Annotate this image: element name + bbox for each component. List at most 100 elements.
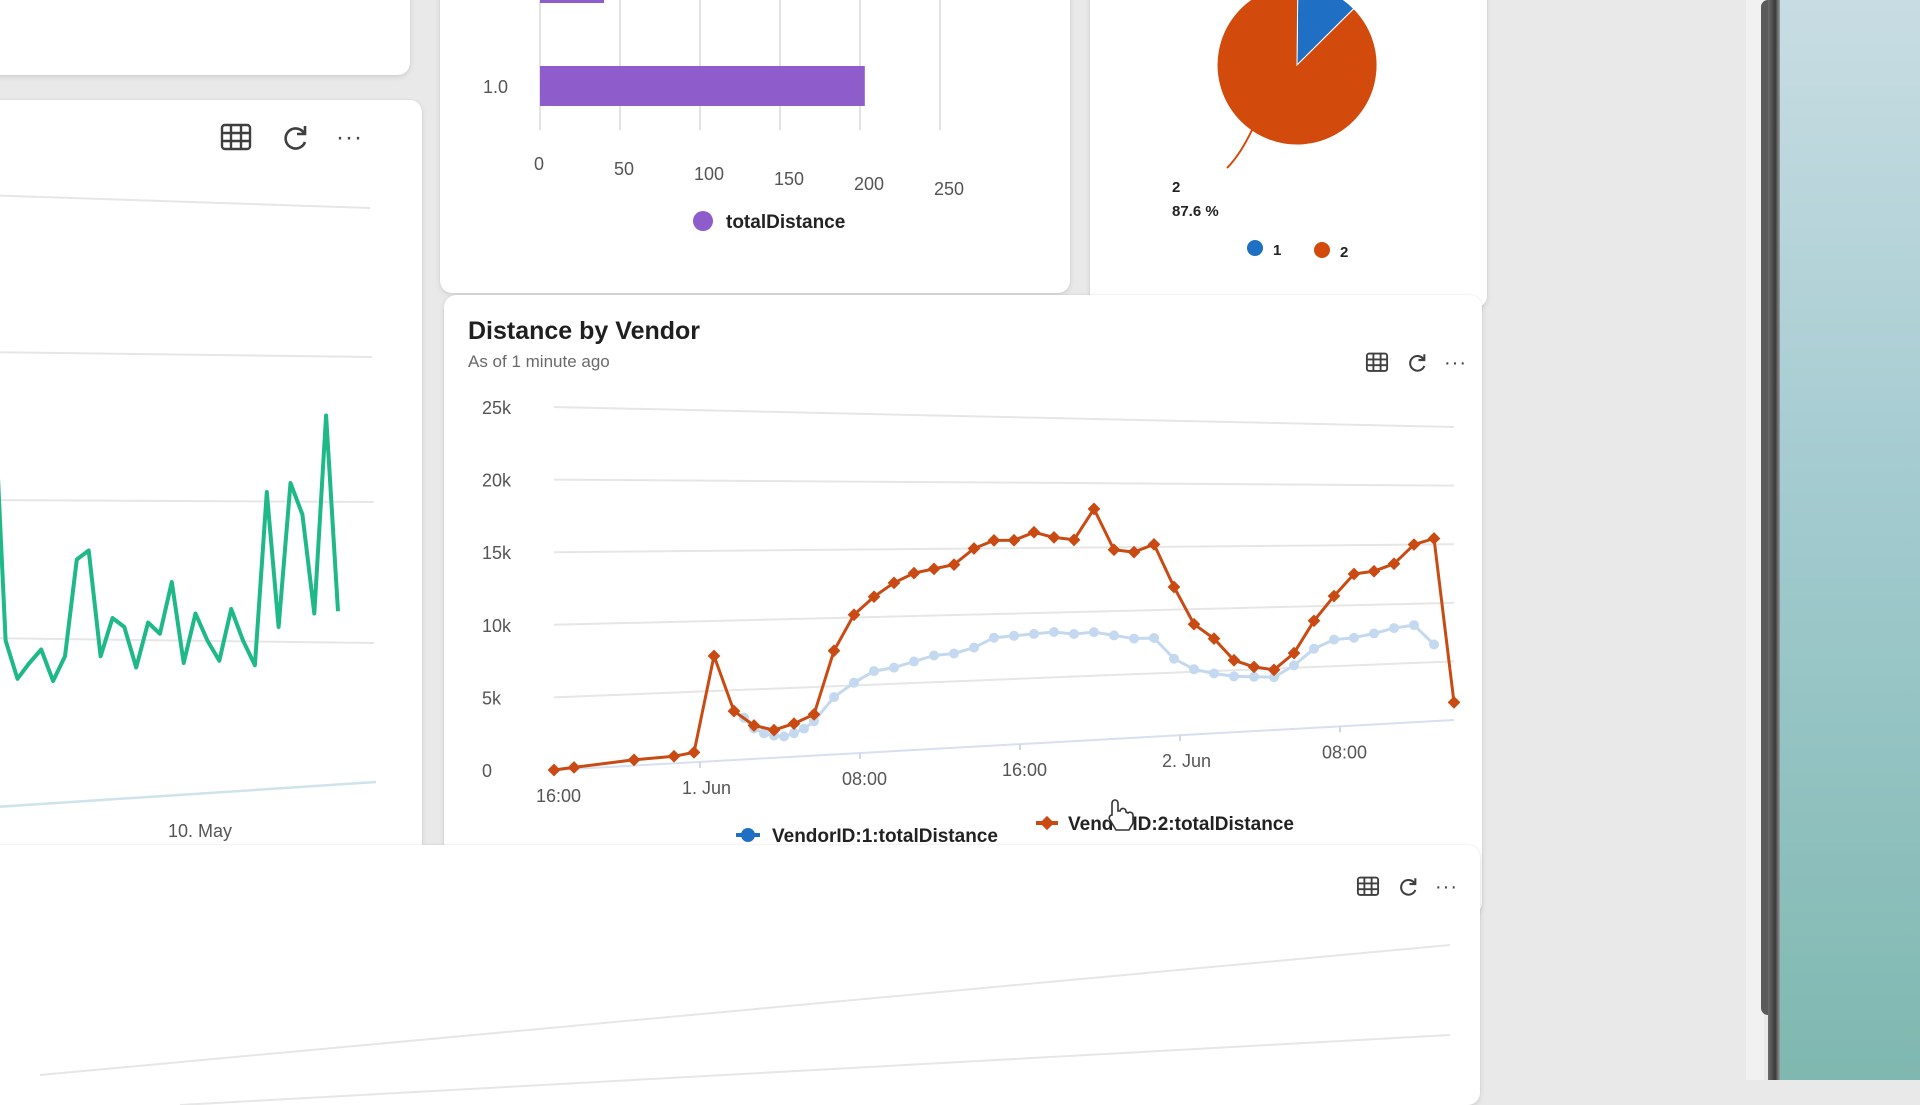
more-icon[interactable]: ··· xyxy=(1435,876,1458,898)
vendor2-point xyxy=(807,708,821,721)
vendor1-point xyxy=(1049,627,1059,638)
vendor1-point xyxy=(1189,664,1199,675)
bar-x-tick: 100 xyxy=(694,164,724,184)
bar-mark xyxy=(540,66,865,106)
vendor2-point xyxy=(1167,580,1181,594)
green-x-label: 10. May xyxy=(168,821,232,841)
vendor1-point xyxy=(1169,653,1179,664)
vendor1-point xyxy=(1009,630,1019,641)
green-x-axis xyxy=(0,780,377,808)
bottom-card: ··· xyxy=(0,845,1480,1105)
pie-chart-card: 2 87.6 % 1 2 xyxy=(1090,0,1487,308)
vendor-line-chart: 0 5k 10k 15k 20k 25k 16:00 1. Jun 08:00 16:00 2. J… xyxy=(482,398,1461,847)
vendor2-point xyxy=(1007,533,1021,547)
table-icon[interactable] xyxy=(1355,875,1381,899)
bar-x-tick: 0 xyxy=(534,154,544,174)
vendor2-point xyxy=(707,649,721,663)
vendor-gridline xyxy=(553,543,1455,554)
pie-chart: 2 87.6 % 1 2 xyxy=(1172,0,1378,261)
card-title: Distance by Vendor xyxy=(468,317,701,345)
vendor-gridline xyxy=(553,478,1455,487)
vendor1-point xyxy=(1389,623,1399,634)
vendor-y-tick: 20k xyxy=(482,471,512,491)
vendor2-point xyxy=(1027,525,1041,539)
vendor1-point xyxy=(1409,620,1419,631)
refresh-icon[interactable] xyxy=(1397,875,1419,899)
more-icon[interactable]: ··· xyxy=(1444,352,1467,374)
table-icon[interactable] xyxy=(1364,351,1390,375)
vendor1-point xyxy=(969,642,979,653)
vendor2-legend-marker xyxy=(1039,815,1055,831)
vendor1-point xyxy=(849,677,859,688)
vendor2-point xyxy=(907,566,921,580)
vendor-x-tick: 16:00 xyxy=(536,786,581,806)
bottom-gridlines xyxy=(39,944,1451,1105)
bar-x-tick: 200 xyxy=(854,174,884,194)
vendor-gridline xyxy=(553,719,1455,771)
bar-x-tick: 150 xyxy=(774,169,804,189)
vendor-x-tick: 2. Jun xyxy=(1162,751,1211,771)
vendor2-point xyxy=(827,644,841,658)
vendor1-point xyxy=(989,632,999,643)
vendor1-point xyxy=(829,692,839,703)
pie-legend-marker xyxy=(1314,242,1330,258)
vendor1-point xyxy=(909,656,919,667)
pie-legend-label: 2 xyxy=(1340,244,1348,261)
vendor-y-tick: 0 xyxy=(482,761,492,781)
vendor1-legend-label: VendorID:1:totalDistance xyxy=(772,826,998,847)
green-series-line xyxy=(0,413,340,683)
more-icon[interactable]: ··· xyxy=(336,124,363,151)
vendor1-point xyxy=(1289,660,1299,671)
vendor2-point xyxy=(687,745,701,759)
vendor1-point xyxy=(1369,628,1379,639)
green-line-chart: 10. May 0 xyxy=(0,194,377,841)
vendor1-legend-marker xyxy=(741,828,755,842)
table-icon[interactable] xyxy=(218,122,254,154)
vendor2-point xyxy=(1447,696,1461,709)
pie-slice-label-name: 2 xyxy=(1172,179,1180,196)
vendor2-point xyxy=(927,562,941,576)
vendor2-point xyxy=(1367,564,1381,578)
bar-chart-card: 0 50 100 150 200 250 1.0 totalDistance xyxy=(440,0,1070,293)
bar-x-tick: 50 xyxy=(614,159,634,179)
pie-slice xyxy=(1216,0,1378,146)
vendor-x-tick: 08:00 xyxy=(1322,742,1367,762)
vendor-card-toolbar: ··· xyxy=(1364,351,1467,375)
vendor1-point xyxy=(1309,643,1319,654)
vendor1-point xyxy=(1109,630,1119,641)
vendor1-point xyxy=(1129,633,1139,644)
pie-legend-marker xyxy=(1247,240,1263,256)
bottom-card-toolbar: ··· xyxy=(1355,875,1458,899)
vendor1-point xyxy=(889,662,899,673)
vendor2-point xyxy=(627,753,641,767)
vendor-gridline xyxy=(553,601,1455,626)
vendor2-point xyxy=(1147,537,1161,551)
vendor2-point xyxy=(1427,532,1441,545)
vendor-gridline xyxy=(553,406,1455,428)
vendor-y-tick: 5k xyxy=(482,688,502,708)
pie-legend-label: 1 xyxy=(1273,242,1281,259)
vendor1-point xyxy=(1029,628,1039,639)
refresh-icon[interactable] xyxy=(1406,351,1428,375)
vendor1-point xyxy=(1429,639,1439,650)
vendor-x-tick: 16:00 xyxy=(1002,760,1047,780)
vendor2-point xyxy=(1247,660,1261,674)
top-left-card xyxy=(0,0,410,75)
vendor2-point xyxy=(1047,531,1061,544)
vendor1-point xyxy=(1089,627,1099,638)
vendor1-point xyxy=(1229,671,1239,682)
scrollbar-track[interactable] xyxy=(1746,0,1764,1080)
vendor1-point xyxy=(779,731,789,742)
vendor2-point xyxy=(987,534,1001,547)
vendor1-point xyxy=(869,666,879,677)
bar-x-tick: 250 xyxy=(934,179,964,199)
vendor-x-tick: 1. Jun xyxy=(682,778,731,798)
vendor2-point xyxy=(667,749,681,763)
refresh-icon[interactable] xyxy=(280,122,310,154)
vendor2-point xyxy=(567,761,581,774)
bar-mark xyxy=(540,0,604,3)
vendor1-point xyxy=(1269,672,1279,683)
vendor1-point xyxy=(799,723,809,734)
vendor1-point xyxy=(789,728,799,739)
bar-legend-label: totalDistance xyxy=(726,212,845,233)
